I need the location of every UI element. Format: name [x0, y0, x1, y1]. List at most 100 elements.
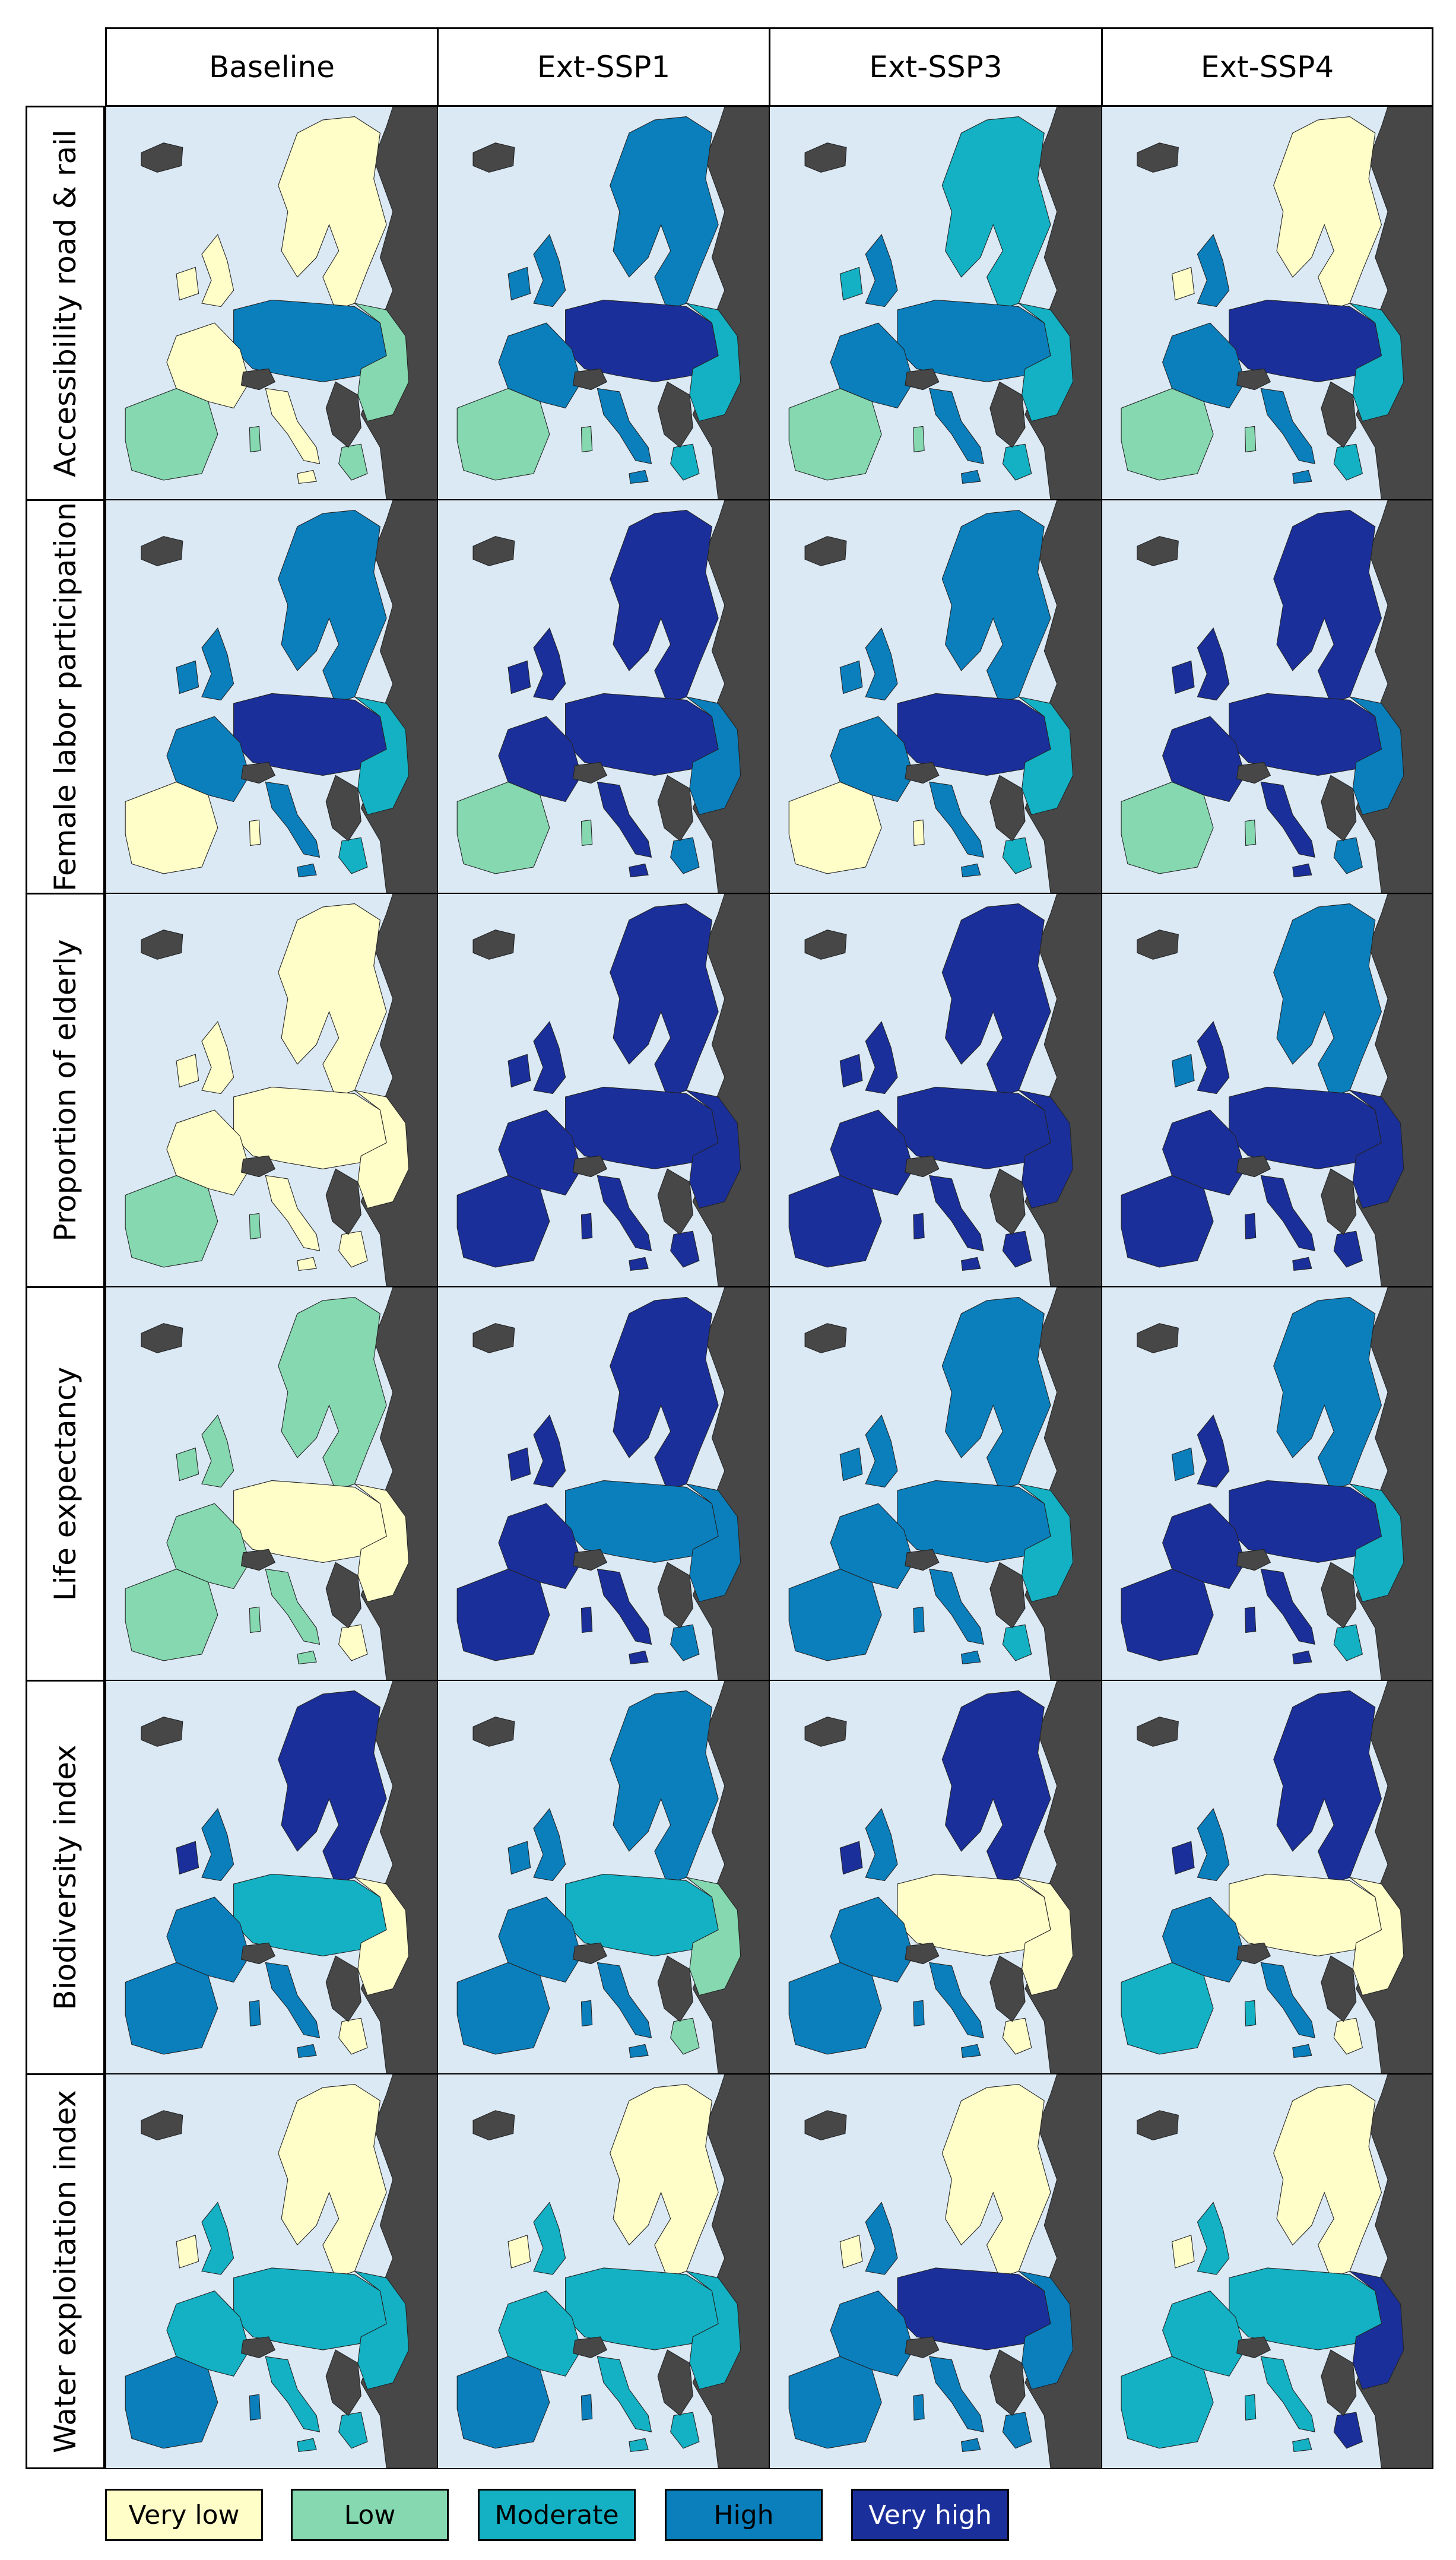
iberia-region — [1121, 1568, 1214, 1661]
switzerland-region — [1236, 1155, 1271, 1178]
sicily-region — [297, 863, 317, 878]
sardinia-region — [1245, 426, 1257, 453]
ireland-region — [176, 2234, 199, 2269]
eastern-europe-region — [1349, 1483, 1404, 1603]
france-region — [830, 1503, 914, 1590]
sicily-region — [960, 2438, 981, 2452]
italy-region — [265, 2356, 321, 2432]
uk-region — [533, 627, 566, 701]
greece-region — [338, 2017, 368, 2055]
france-region — [498, 1109, 582, 1196]
sicily-region — [1292, 2438, 1312, 2452]
eastern-europe-region — [1018, 303, 1074, 422]
eastern-europe-region — [1018, 2270, 1074, 2390]
uk-region — [865, 2201, 898, 2275]
greece-region — [1002, 1624, 1032, 1661]
iberia-region — [1121, 1175, 1214, 1268]
sicily-region — [960, 863, 981, 878]
balkans-no-data-region — [1321, 1955, 1357, 2022]
france-region — [498, 322, 582, 409]
map-panel — [105, 1680, 439, 2075]
italy-region — [929, 781, 984, 858]
map-panel — [769, 1286, 1103, 1682]
iberia-region — [456, 1568, 550, 1661]
italy-region — [929, 1568, 984, 1645]
uk-region — [201, 234, 234, 307]
ireland-region — [176, 267, 199, 301]
uk-region — [533, 1414, 566, 1488]
iceland-region — [804, 536, 847, 566]
ireland-region — [839, 2234, 863, 2269]
ireland-region — [839, 1054, 863, 1088]
sardinia-region — [249, 1606, 261, 1633]
iceland-region — [141, 142, 183, 173]
greece-region — [1333, 2412, 1363, 2449]
greece-region — [670, 837, 700, 874]
iberia-region — [1121, 2356, 1214, 2449]
scandinavia-region — [1273, 509, 1382, 704]
eastern-europe-region — [354, 1483, 410, 1603]
italy-region — [265, 1568, 321, 1645]
row-label: Biodiversity index — [48, 1744, 83, 2010]
scandinavia-region — [278, 1296, 387, 1491]
scandinavia-region — [278, 509, 387, 704]
sardinia-region — [581, 2394, 593, 2421]
iberia-region — [125, 1175, 218, 1268]
iceland-region — [472, 142, 515, 173]
iceland-region — [472, 1717, 515, 1747]
uk-region — [865, 1808, 898, 1882]
row-header-accessibility: Accessibility road & rail — [26, 106, 105, 501]
map-panel — [769, 893, 1103, 1288]
map-panel — [769, 499, 1103, 894]
greece-region — [338, 1230, 368, 1268]
iberia-region — [125, 388, 218, 481]
italy-region — [265, 781, 321, 858]
balkans-no-data-region — [325, 1562, 361, 1629]
scandinavia-region — [941, 509, 1051, 704]
sicily-region — [1292, 1650, 1312, 1665]
sicily-region — [960, 1257, 981, 1271]
france-region — [1162, 1109, 1246, 1196]
scandinavia-region — [1273, 2084, 1382, 2279]
uk-region — [1197, 1021, 1230, 1095]
ireland-region — [176, 1054, 199, 1088]
eastern-europe-region — [686, 303, 741, 422]
switzerland-region — [1236, 762, 1271, 784]
ireland-region — [839, 1447, 863, 1482]
map-panel — [769, 1680, 1103, 2075]
ireland-region — [507, 267, 531, 301]
balkans-no-data-region — [1321, 2349, 1357, 2416]
switzerland-region — [1236, 1942, 1271, 1965]
uk-region — [865, 1021, 898, 1095]
iceland-region — [141, 1717, 183, 1747]
balkans-no-data-region — [989, 1168, 1026, 1235]
ireland-region — [1172, 267, 1195, 301]
map-panel — [105, 2073, 439, 2469]
row-label: Life expectancy — [48, 1366, 83, 1601]
sardinia-region — [249, 2394, 261, 2421]
balkans-no-data-region — [325, 1168, 361, 1235]
sardinia-region — [249, 819, 261, 846]
sicily-region — [629, 2044, 649, 2058]
iberia-region — [788, 1175, 882, 1268]
france-region — [166, 1503, 250, 1590]
switzerland-region — [1236, 368, 1271, 391]
iberia-region — [125, 1568, 218, 1661]
switzerland-region — [572, 762, 608, 784]
iceland-region — [1137, 536, 1179, 566]
row-header-female-labor: Female labor participation — [26, 499, 105, 894]
scandinavia-region — [941, 2084, 1051, 2279]
row-header-life-expectancy: Life expectancy — [26, 1286, 105, 1682]
sardinia-region — [249, 2000, 261, 2027]
eastern-europe-region — [354, 696, 410, 816]
scandinavia-region — [941, 116, 1051, 310]
sardinia-region — [581, 1606, 593, 1633]
iceland-region — [141, 2110, 183, 2141]
eastern-europe-region — [1018, 1483, 1074, 1603]
sicily-region — [629, 1650, 649, 1665]
greece-region — [1333, 837, 1363, 874]
eastern-europe-region — [1018, 1090, 1074, 1209]
italy-region — [597, 2356, 652, 2432]
balkans-no-data-region — [989, 1562, 1026, 1629]
